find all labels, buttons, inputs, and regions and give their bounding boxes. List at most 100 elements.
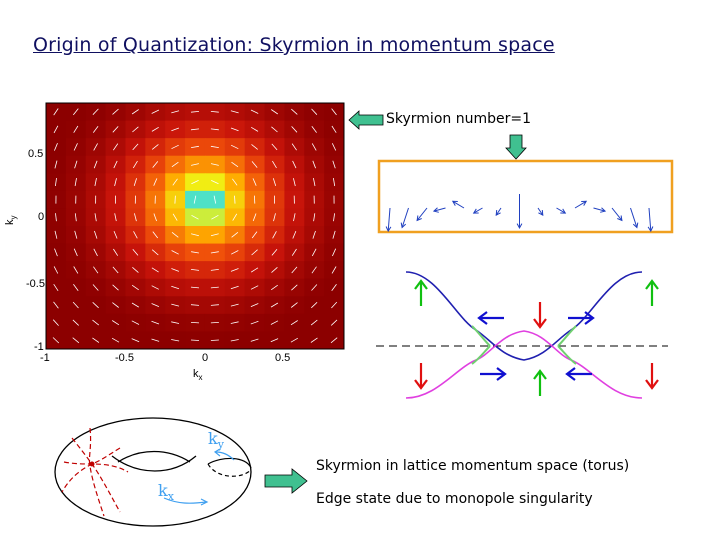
- heatmap-arrow: [132, 160, 138, 169]
- heatmap-arrow: [72, 319, 79, 326]
- heatmap-arrow: [111, 320, 120, 326]
- spin-arrow: [516, 194, 523, 230]
- heatmap-arrow: [290, 302, 298, 308]
- heatmap-arrow: [210, 304, 219, 306]
- spin-arrow: [611, 207, 623, 222]
- spin-arrow: [537, 207, 544, 216]
- heatmap-arrow: [210, 286, 219, 289]
- kx-arrow: [163, 497, 207, 504]
- heatmap-arrow: [311, 266, 317, 274]
- left-arrow-top: [477, 311, 504, 325]
- red-curve-1: [88, 427, 105, 517]
- right-arrow-bottom: [480, 367, 507, 381]
- up-arrow-left-bottom: [533, 369, 547, 396]
- heatmap-arrow: [151, 144, 159, 150]
- heatmap-arrow: [151, 126, 159, 132]
- heatmap-arrow: [250, 338, 259, 342]
- spin-arrow: [416, 207, 428, 222]
- heatmap-arrow: [310, 337, 318, 343]
- heatmap-arrow: [190, 286, 200, 289]
- heatmap-arrow: [53, 301, 59, 309]
- heatmap-arrow: [93, 266, 99, 274]
- heatmap-arrow: [210, 111, 219, 113]
- heatmap-arrow: [133, 178, 137, 187]
- heatmap-arrow: [271, 126, 278, 133]
- heatmap-arrow: [72, 301, 79, 309]
- heatmap-arrow: [333, 178, 336, 187]
- heatmap-arrow: [171, 268, 180, 272]
- heatmap-arrow: [74, 160, 78, 169]
- heatmap-arrow: [153, 178, 158, 186]
- heatmap-arrow: [191, 163, 199, 166]
- heatmap-arrow: [171, 321, 180, 324]
- heatmap-arrow: [272, 231, 277, 239]
- big-down-arrow: [505, 134, 527, 160]
- heatmap-arrow: [72, 337, 80, 344]
- heatmap-arrow: [311, 108, 318, 115]
- heatmap-arrow: [291, 143, 297, 151]
- heatmap-arrow: [131, 338, 140, 343]
- heatmap-arrow: [151, 338, 160, 342]
- heatmap-arrow: [331, 125, 337, 133]
- heatmap-arrow: [270, 284, 278, 291]
- heatmap-arrow: [132, 126, 139, 133]
- ky-arrow: [215, 451, 235, 461]
- heatmap-arrow: [210, 163, 219, 166]
- heatmap-arrow: [54, 143, 58, 151]
- heatmap-arrow: [290, 337, 299, 343]
- torus-outer: [54, 417, 252, 527]
- spin-texture-box: [377, 159, 674, 234]
- heatmap-arrow: [114, 213, 117, 222]
- skyrmion-heatmap: [45, 102, 345, 350]
- heatmap-arrow: [271, 267, 278, 273]
- heatmap-arrow: [291, 108, 298, 115]
- heatmap-arrow: [74, 178, 77, 187]
- heatmap-arrow: [291, 284, 298, 291]
- spin-arrow: [556, 207, 567, 214]
- heatmap-arrow: [250, 109, 259, 114]
- heatmap-arrow: [331, 143, 337, 151]
- heatmap-arrow: [73, 125, 79, 133]
- heatmap-arrow: [53, 108, 59, 116]
- heatmap-arrow: [74, 213, 77, 222]
- heatmap-arrow: [190, 269, 200, 271]
- heatmap-arrow: [92, 302, 99, 309]
- heatmap-arrow: [232, 213, 238, 221]
- heatmap-arrow: [151, 267, 159, 273]
- heatmap-arrow: [292, 160, 297, 169]
- spin-arrow: [400, 207, 409, 229]
- heatmap-arrow: [151, 320, 160, 325]
- heatmap-arrow: [311, 125, 317, 133]
- heatmap-arrow: [112, 126, 119, 133]
- heatmap-arrow: [310, 319, 318, 326]
- heatmap-arrow: [273, 213, 276, 222]
- heatmap-arrow: [190, 304, 200, 306]
- kx-label: kx: [158, 481, 175, 503]
- heatmap-arrow: [311, 302, 318, 309]
- heatmap-arrow: [250, 285, 259, 290]
- heatmap-arrow: [191, 145, 199, 148]
- heatmap-arrow: [272, 178, 277, 187]
- heatmap-arrow: [270, 109, 279, 115]
- heatmap-arrow: [131, 284, 139, 291]
- heatmap-arrow: [230, 285, 239, 290]
- heatmap-arrow: [171, 285, 180, 290]
- up-arrow-right-top: [645, 279, 659, 306]
- heatmap-arrow: [250, 267, 259, 273]
- heatmap-arrow: [313, 178, 316, 187]
- heatmap-arrow: [153, 213, 157, 222]
- heatmap-arrow: [210, 145, 219, 148]
- heatmap-arrow: [291, 126, 298, 133]
- torus-diagram: ky kx: [54, 417, 252, 527]
- heatmap-arrow: [171, 144, 179, 150]
- torus-inner-top: [117, 450, 191, 463]
- heatmap-arrow: [330, 319, 338, 326]
- heatmap-arrow: [54, 160, 58, 169]
- heatmap-arrow: [251, 231, 258, 239]
- heatmap-arrow: [112, 284, 119, 291]
- y-tick-0.5: 0.5: [28, 148, 44, 160]
- red-curve-3: [71, 437, 121, 513]
- heatmap-arrow: [93, 160, 98, 169]
- heatmap-arrow: [93, 248, 98, 257]
- heatmap-arrow: [311, 143, 317, 151]
